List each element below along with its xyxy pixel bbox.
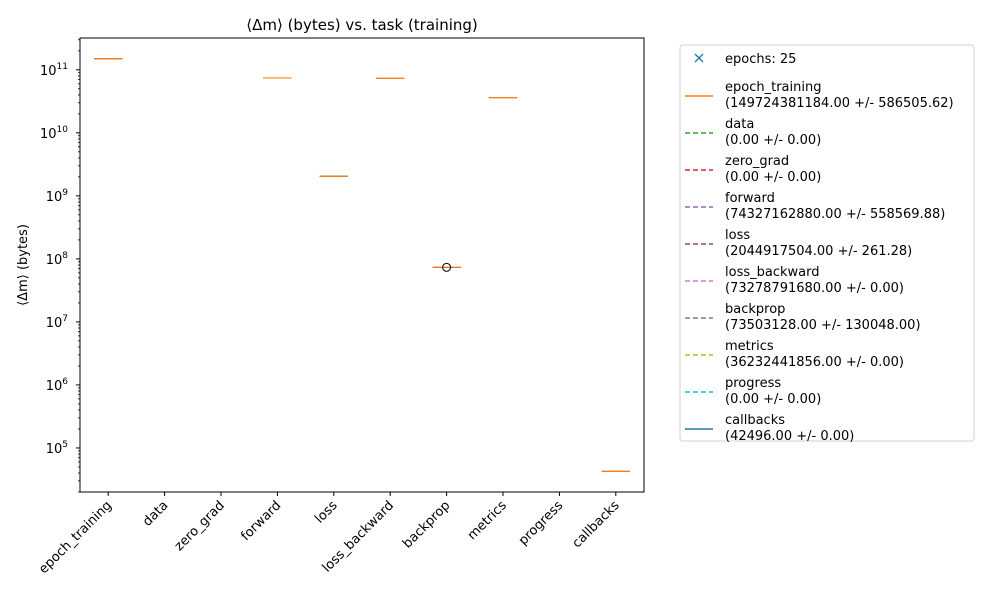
legend-label: epoch_training	[725, 80, 821, 95]
y-tick-label: 109	[46, 188, 69, 205]
legend-stats: (74327162880.00 +/- 558569.88)	[725, 207, 945, 222]
legend-stats: (0.00 +/- 0.00)	[725, 392, 821, 407]
legend-label: progress	[725, 376, 781, 391]
outlier-backprop	[442, 262, 452, 272]
y-tick-label: 107	[46, 314, 68, 331]
y-tick-label: 105	[46, 440, 68, 457]
legend-stats: (73503128.00 +/- 130048.00)	[725, 318, 921, 333]
legend-stats: (73278791680.00 +/- 0.00)	[725, 281, 904, 296]
y-tick-label: 1011	[40, 62, 68, 79]
legend-label: loss	[725, 228, 750, 243]
legend-stats: (2044917504.00 +/- 261.28)	[725, 244, 912, 259]
y-tick-label: 106	[46, 377, 69, 394]
legend-label: forward	[725, 191, 775, 206]
plot-marks	[94, 58, 630, 472]
legend: epochs: 25 epoch_training(149724381184.00…	[679, 44, 975, 444]
legend-stats: (36232441856.00 +/- 0.00)	[725, 355, 904, 370]
legend-stats: (149724381184.00 +/- 586505.62)	[725, 96, 954, 111]
legend-stats: (0.00 +/- 0.00)	[725, 133, 821, 148]
y-tick-label: 108	[46, 251, 69, 268]
legend-stats: (42496.00 +/- 0.00)	[725, 429, 854, 444]
y-tick-label: 1010	[40, 125, 68, 142]
legend-label: zero_grad	[725, 154, 789, 169]
y-axis-label: ⟨Δm⟩ (bytes)	[16, 224, 31, 306]
legend-frame	[679, 44, 975, 442]
legend-label: loss_backward	[725, 265, 819, 280]
y-axis: 105 106 107 108 109 1010 1011	[40, 39, 80, 493]
legend-marker-x	[694, 53, 704, 63]
legend-label: data	[725, 117, 754, 132]
legend-label: epochs: 25	[725, 52, 796, 67]
legend-stats: (0.00 +/- 0.00)	[725, 170, 821, 185]
chart-title: ⟨Δm⟩ (bytes) vs. task (training)	[246, 16, 478, 34]
legend-label: callbacks	[725, 413, 785, 428]
legend-label: backprop	[725, 302, 785, 317]
legend-label: metrics	[725, 339, 774, 354]
